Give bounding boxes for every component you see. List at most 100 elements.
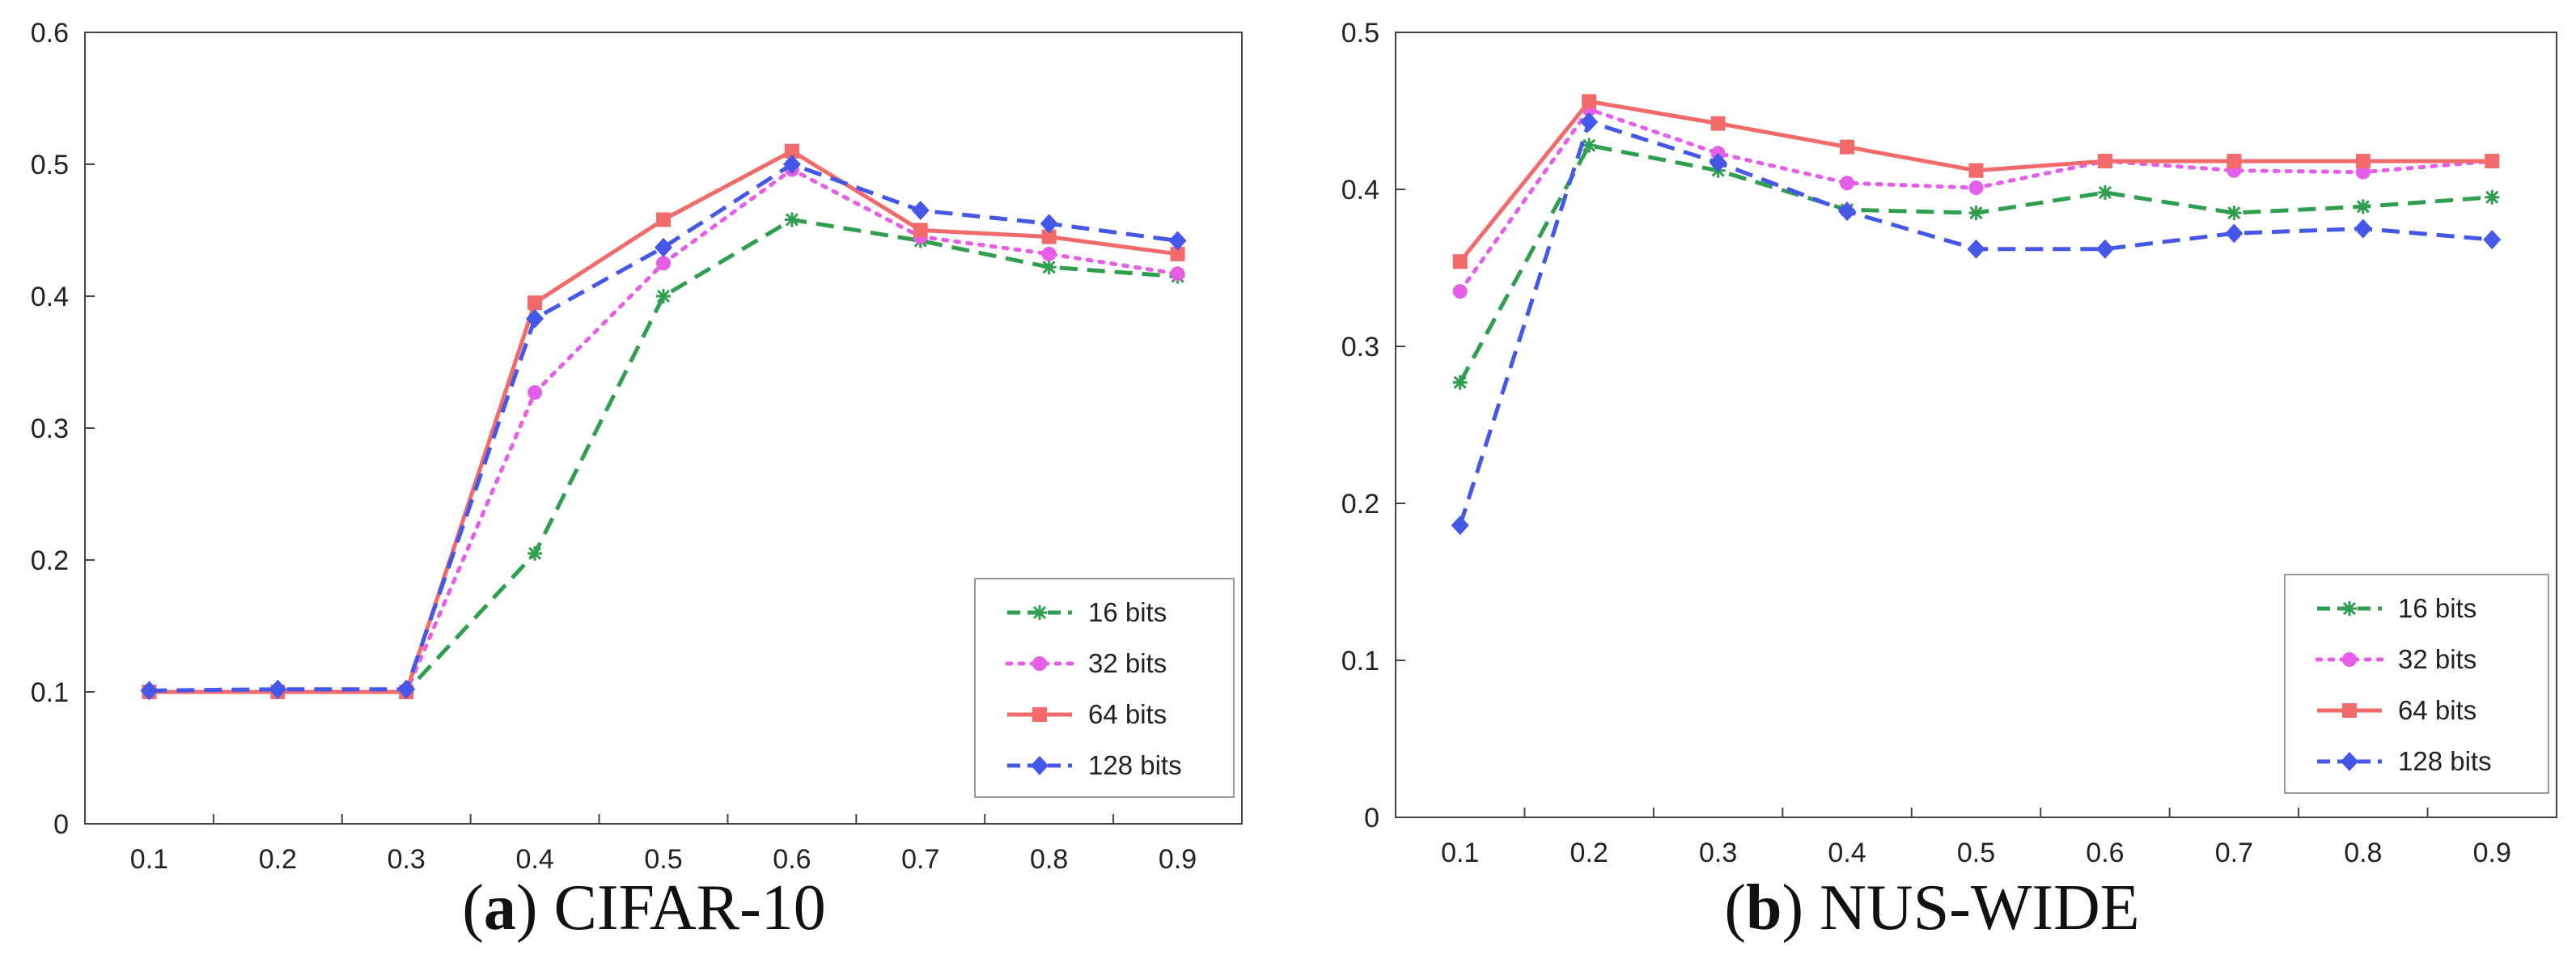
y-tick-label: 0.5	[31, 150, 69, 180]
caption-nuswide: (b) NUS-WIDE	[1288, 876, 2576, 940]
caption-open-paren: (	[462, 872, 484, 944]
data-point-32-bits	[656, 256, 671, 271]
legend-label-128-bits: 128 bits	[1088, 750, 1182, 780]
legend-label-32-bits: 32 bits	[2398, 644, 2476, 674]
data-point-64-bits	[2485, 154, 2500, 169]
y-tick-label: 0.2	[1341, 489, 1379, 520]
x-tick-label: 0.5	[644, 844, 682, 874]
x-tick-label: 0.4	[515, 844, 553, 874]
y-tick-label: 0.3	[31, 414, 69, 444]
chart-cifar10: 0 0.1 0.2 0.3 0.4 0.5 0.6 0.1 0.2 0.3 0.4 0.5 0.6 0.7…	[31, 18, 1243, 874]
legend-marker-128-bits	[2341, 752, 2358, 771]
caption-close-paren: )	[515, 872, 538, 944]
x-tick-label: 0.2	[259, 844, 297, 874]
legend-marker-16-bits	[2342, 601, 2357, 616]
data-point-128-bits	[1451, 515, 1469, 536]
data-point-128-bits	[140, 681, 159, 701]
data-point-64-bits	[1452, 254, 1468, 269]
legend-marker-64-bits	[2342, 703, 2357, 718]
data-point-32-bits	[1041, 246, 1057, 261]
caption-letter: a	[483, 872, 516, 944]
legend-label-32-bits: 32 bits	[1088, 648, 1167, 678]
x-tick-label: 0.1	[130, 844, 168, 874]
y-tick-label: 0.1	[31, 677, 69, 708]
data-point-128-bits	[1709, 153, 1727, 173]
data-point-32-bits	[1452, 284, 1468, 299]
legend-label-64-bits: 64 bits	[1088, 699, 1167, 729]
legend: 16 bits 32 bits 64 bits 128 bits	[2284, 574, 2549, 794]
series-line-128-bits	[149, 162, 1178, 693]
legend-marker-64-bits	[1032, 707, 1047, 722]
data-point-32-bits	[527, 384, 543, 400]
data-point-64-bits	[1582, 94, 1597, 109]
data-point-128-bits	[1040, 214, 1058, 234]
data-point-32-bits	[1170, 266, 1185, 282]
y-tick-label: 0.4	[1341, 175, 1379, 206]
legend-label-64-bits: 64 bits	[2398, 695, 2476, 725]
data-point-128-bits	[397, 679, 416, 699]
x-tick-label: 0.5	[1957, 838, 1995, 868]
legend-marker-32-bits	[2342, 652, 2357, 667]
data-point-16-bits	[1452, 375, 1468, 390]
legend-marker-128-bits	[1031, 756, 1049, 775]
data-point-16-bits	[2355, 199, 2371, 214]
data-point-16-bits	[2097, 185, 2112, 200]
x-tick-label: 0.1	[1441, 838, 1479, 868]
data-point-64-bits	[1041, 229, 1057, 244]
data-point-64-bits	[784, 143, 799, 159]
y-tick-label: 0.3	[1341, 332, 1379, 363]
y-tick-label: 0.1	[1341, 646, 1379, 677]
data-point-128-bits	[782, 155, 801, 174]
x-tick-label: 0.4	[1828, 838, 1866, 868]
x-tick-label: 0.6	[773, 844, 811, 874]
data-point-64-bits	[2097, 154, 2112, 169]
y-tick-label: 0	[53, 809, 69, 840]
x-tick-label: 0.8	[2344, 838, 2382, 868]
x-tick-label: 0.7	[2215, 838, 2253, 868]
data-point-128-bits	[1580, 112, 1599, 132]
series-line-32-bits	[1458, 107, 2494, 294]
data-point-32-bits	[1840, 176, 1855, 191]
x-tick-label: 0.6	[2086, 838, 2124, 868]
legend-label-16-bits: 16 bits	[2398, 593, 2476, 623]
data-point-128-bits	[2483, 230, 2502, 250]
series-128-bits	[1451, 112, 2502, 536]
data-point-32-bits	[1968, 180, 1984, 196]
plot-frame	[1395, 32, 2557, 818]
data-point-128-bits	[911, 201, 930, 221]
data-point-128-bits	[2095, 239, 2114, 259]
legend-label-128-bits: 128 bits	[2398, 746, 2492, 776]
data-point-64-bits	[1840, 139, 1855, 155]
x-tick-label: 0.9	[2473, 838, 2511, 868]
y-tick-label: 0.4	[31, 282, 69, 312]
caption-letter: b	[1746, 872, 1782, 944]
data-point-16-bits	[1041, 260, 1057, 275]
data-point-16-bits	[1968, 206, 1984, 221]
x-tick-label: 0.9	[1159, 844, 1197, 874]
y-tick-label: 0.5	[1341, 18, 1379, 49]
x-tick-label: 0.3	[1699, 838, 1737, 868]
data-point-64-bits	[1968, 163, 1984, 178]
data-point-128-bits	[2225, 223, 2243, 244]
series-128-bits	[140, 155, 1187, 701]
data-point-64-bits	[2355, 154, 2371, 169]
series-32-bits	[1452, 102, 2500, 299]
legend-marker-32-bits	[1032, 656, 1047, 671]
legend-box	[974, 578, 1235, 798]
x-tick-label: 0.3	[388, 844, 426, 874]
data-point-16-bits	[656, 289, 671, 303]
y-tick-label: 0.2	[31, 545, 69, 576]
legend-label-16-bits: 16 bits	[1088, 597, 1167, 627]
data-point-16-bits	[784, 212, 799, 227]
data-point-128-bits	[1168, 231, 1187, 251]
data-point-64-bits	[1710, 116, 1726, 131]
series-64-bits	[1452, 94, 2500, 269]
chart-nuswide: 0 0.1 0.2 0.3 0.4 0.5 0.1 0.2 0.3 0.4 0.5 0.6 0.7 0.8…	[1341, 18, 2557, 868]
caption-text: CIFAR-10	[553, 872, 826, 944]
data-point-16-bits	[527, 545, 543, 561]
data-point-64-bits	[913, 223, 928, 238]
data-point-64-bits	[2226, 154, 2242, 169]
data-point-32-bits	[2355, 164, 2371, 180]
data-point-128-bits	[2354, 218, 2372, 239]
x-tick-label: 0.8	[1030, 844, 1068, 874]
